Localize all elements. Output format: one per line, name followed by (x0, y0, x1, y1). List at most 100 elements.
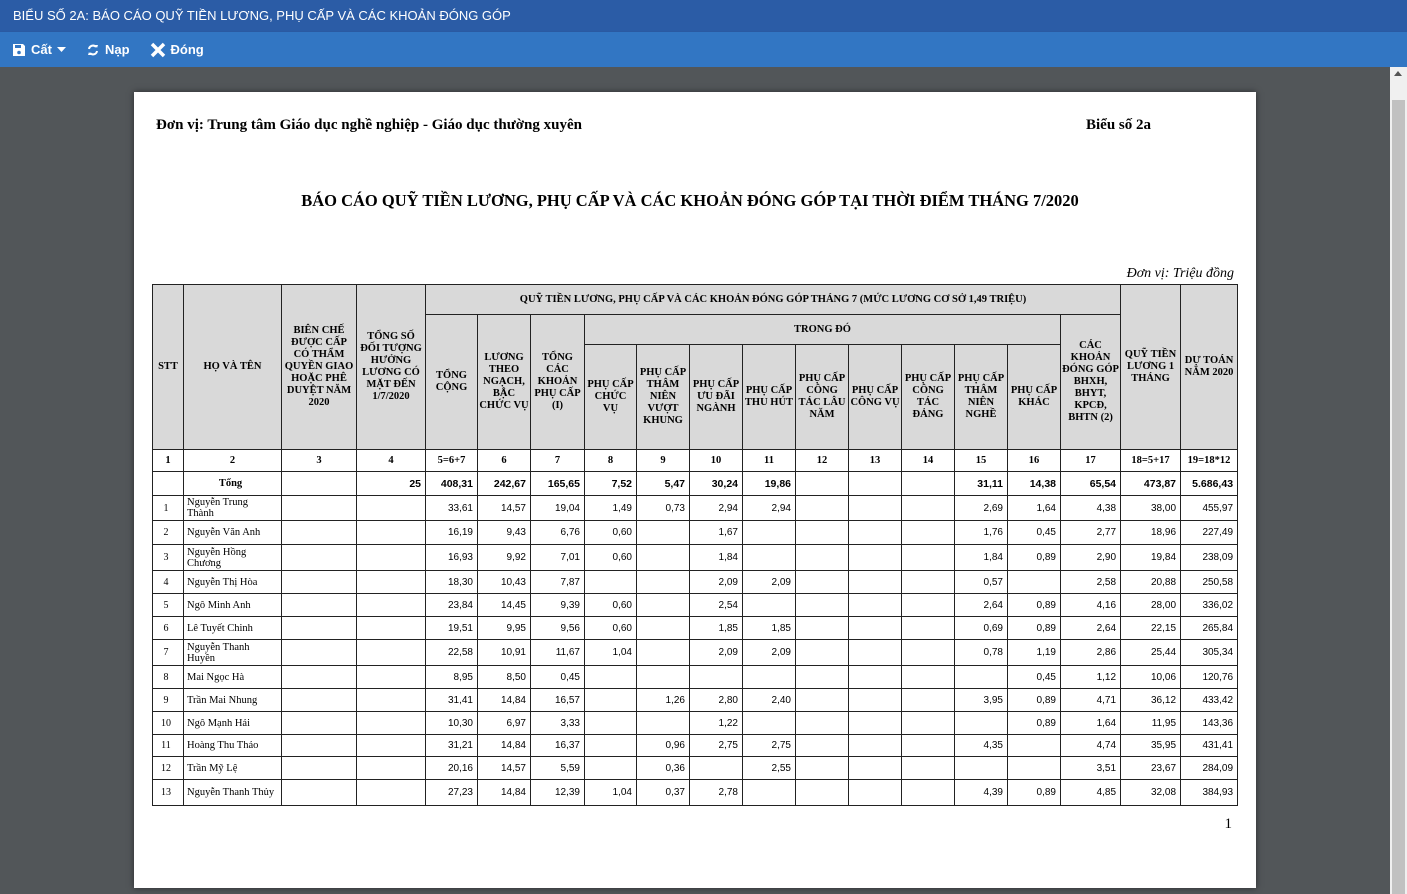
cell-col-14 (901, 639, 955, 666)
table-row: 8 Mai Ngọc Hà 8,95 8,50 0,45 0,45 1,12 10,06 120… (152, 665, 1239, 689)
cell-col-6: 14,57 (477, 756, 531, 780)
cell-col-19: 19=18*12 (1180, 449, 1239, 472)
save-label: Cất (31, 42, 52, 57)
scrollbar-thumb[interactable] (1392, 100, 1405, 894)
cell-col-5: 22,58 (425, 639, 478, 666)
cell-col-11 (742, 711, 796, 735)
cell-col-14 (901, 665, 955, 689)
header-c11: PHỤ CẤP THU HÚT (742, 344, 796, 450)
report-title: BÁO CÁO QUỸ TIỀN LƯƠNG, PHỤ CẤP VÀ CÁC K… (301, 191, 1079, 210)
cell-col-6: 242,67 (477, 471, 531, 496)
reload-button[interactable]: Nạp (86, 42, 130, 57)
cell-col-5: 16,19 (425, 520, 478, 545)
cell-col-18: 28,00 (1120, 593, 1182, 617)
cell-col-9 (636, 570, 690, 594)
cell-col-13 (848, 734, 902, 757)
save-button[interactable]: Cất (12, 42, 66, 57)
cell-col-19: 250,58 (1180, 570, 1239, 594)
cell-col-10: 2,78 (689, 779, 743, 806)
scroll-up-arrow-icon[interactable] (1394, 71, 1402, 76)
cell-col-18: 25,44 (1120, 639, 1182, 666)
cell-col-8: 0,60 (584, 616, 637, 640)
cell-col-8: 8 (584, 449, 637, 472)
cell-col-17: 17 (1059, 449, 1122, 472)
cell-col-19: 227,49 (1180, 520, 1239, 545)
cell-col-17: 1,64 (1059, 711, 1122, 735)
cell-col-12 (795, 711, 849, 735)
cell-stt: 4 (152, 570, 184, 594)
cell-col-7: 7,87 (530, 570, 585, 594)
close-button[interactable]: Đóng (150, 42, 204, 58)
cell-col-11: 2,94 (742, 495, 796, 521)
cell-col-5: 19,51 (425, 616, 478, 640)
header-c10: PHỤ CẤP ƯU ĐÃI NGÀNH (689, 344, 743, 450)
cell-col-6: 14,84 (477, 734, 531, 757)
cell-col-10 (689, 756, 743, 780)
cell-col-8: 0,60 (584, 520, 637, 545)
table-row: 11 Hoàng Thu Thảo 31,21 14,84 16,37 0,96 2,75 2… (152, 734, 1239, 757)
cell-col-19: 384,93 (1180, 779, 1239, 806)
cell-col-8: 1,04 (584, 779, 637, 806)
cell-col-3 (281, 756, 357, 780)
cell-col-10: 2,09 (689, 639, 743, 666)
cell-col-18: 473,87 (1120, 471, 1182, 496)
header-c17: CÁC KHOẢN ĐÓNG GÓP BHXH, BHYT, KPCĐ, BHT… (1059, 314, 1122, 450)
cell-col-18: 38,00 (1120, 495, 1182, 521)
cell-col-13 (848, 639, 902, 666)
cell-col-15: 0,69 (954, 616, 1008, 640)
cell-col-18: 10,06 (1120, 665, 1182, 689)
cell-col-7: 9,39 (530, 593, 585, 617)
table-row: 4 Nguyễn Thị Hòa 18,30 10,43 7,87 2,09 2,09 0,5… (152, 570, 1239, 594)
table-row: 13 Nguyễn Thanh Thủy 27,23 14,84 12,39 1,04 0,… (152, 779, 1239, 806)
header-c16: PHỤ CẤP KHÁC (1007, 344, 1061, 450)
cell-col-12 (795, 593, 849, 617)
cell-col-10: 2,94 (689, 495, 743, 521)
cell-col-7: 12,39 (530, 779, 585, 806)
cell-col-7: 7 (530, 449, 585, 472)
cell-col-16 (1007, 570, 1061, 594)
cell-stt: 6 (152, 616, 184, 640)
cell-col-13 (848, 520, 902, 545)
cell-col-18: 23,67 (1120, 756, 1182, 780)
cell-col-4 (356, 688, 426, 712)
cell-col-17: 1,12 (1059, 665, 1122, 689)
cell-stt: 8 (152, 665, 184, 689)
cell-col-7: 19,04 (530, 495, 585, 521)
cell-col-6: 6,97 (477, 711, 531, 735)
table-row: 12 Trần Mỹ Lệ 20,16 14,57 5,59 0,36 2,55 3,51 23… (152, 756, 1239, 780)
cell-col-18: 32,08 (1120, 779, 1182, 806)
cell-col-7: 0,45 (530, 665, 585, 689)
cell-col-9 (636, 616, 690, 640)
cell-col-8 (584, 711, 637, 735)
cell-col-17: 2,64 (1059, 616, 1122, 640)
header-c4: TỔNG SỐ ĐỐI TƯỢNG HƯỞNG LƯƠNG CÓ MẶT ĐẾN… (356, 284, 426, 450)
cell-col-15 (954, 665, 1008, 689)
header-stt: STT (152, 284, 184, 450)
cell-col-11 (742, 593, 796, 617)
cell-col-3 (281, 495, 357, 521)
vertical-scrollbar[interactable] (1390, 67, 1407, 894)
cell-col-8: 7,52 (584, 471, 637, 496)
cell-col-19: 143,36 (1180, 711, 1239, 735)
table-row: 3 Nguyễn Hồng Chương 16,93 9,92 7,01 0,60 1,84… (152, 544, 1239, 571)
cell-col-11 (742, 544, 796, 571)
cell-col-16: 16 (1007, 449, 1061, 472)
cell-col-5: 408,31 (425, 471, 478, 496)
cell-col-10: 1,84 (689, 544, 743, 571)
header-c14: PHỤ CẤP CÔNG TÁC ĐẢNG (901, 344, 955, 450)
cell-col-7: 16,57 (530, 688, 585, 712)
table-row: 5 Ngô Minh Anh 23,84 14,45 9,39 0,60 2,54 2,64 0… (152, 593, 1239, 617)
cell-col-4 (356, 756, 426, 780)
cell-col-4 (356, 734, 426, 757)
cell-col-7: 16,37 (530, 734, 585, 757)
toolbar: Cất Nạp Đóng (0, 32, 1407, 67)
cell-col-16: 0,89 (1007, 616, 1061, 640)
cell-col-12 (795, 639, 849, 666)
cell-col-19: 284,09 (1180, 756, 1239, 780)
salary-table: STT HỌ VÀ TÊN BIÊN CHẾ ĐƯỢC CẤP CÓ THẨM … (152, 284, 1239, 806)
cell-col-18: 19,84 (1120, 544, 1182, 571)
cell-col-3 (281, 734, 357, 757)
cell-col-6: 14,57 (477, 495, 531, 521)
cell-col-17: 4,74 (1059, 734, 1122, 757)
cell-col-18: 11,95 (1120, 711, 1182, 735)
